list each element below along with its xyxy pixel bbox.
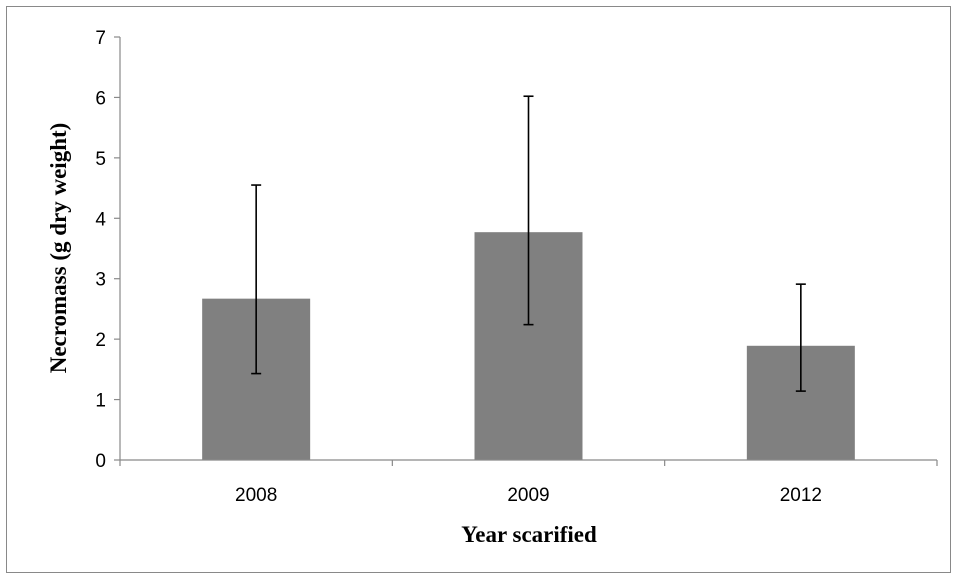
y-axis-title: Necromass (g dry weight) — [46, 123, 71, 374]
tick-labels-layer: 0 1 2 3 4 5 6 7 2008 2009 2012 — [95, 28, 822, 506]
error-bar-2012 — [795, 283, 806, 392]
y-tick-label: 6 — [95, 88, 106, 109]
x-tick-label: 2008 — [235, 485, 277, 506]
y-tick-label: 5 — [95, 149, 106, 170]
y-tick-label: 2 — [95, 330, 106, 351]
y-tick-label: 0 — [95, 451, 106, 472]
x-tick-label: 2009 — [507, 485, 549, 506]
axes-layer — [119, 37, 937, 461]
y-tick-label: 3 — [95, 270, 106, 291]
y-tick-label: 1 — [95, 391, 106, 412]
error-bar-2009 — [523, 95, 534, 326]
y-tick-label: 4 — [95, 209, 106, 230]
error-bars-layer — [251, 95, 806, 392]
x-tick-label: 2012 — [780, 485, 822, 506]
ticks-layer — [114, 36, 938, 466]
error-bar-2008 — [251, 184, 262, 375]
y-tick-label: 7 — [95, 28, 106, 49]
x-axis-title: Year scarified — [461, 522, 597, 547]
